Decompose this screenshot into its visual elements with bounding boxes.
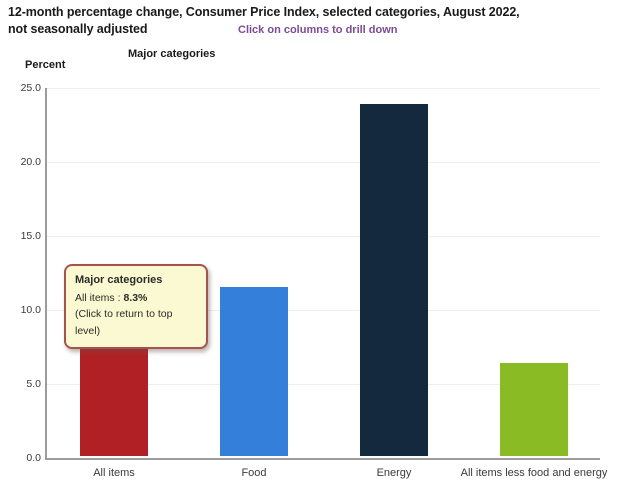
plot-area: All items Food Energy All items less food a… (45, 88, 607, 479)
tooltip-item-value: All items : 8.3% (75, 290, 197, 307)
x-axis-category-label: Energy (376, 467, 412, 479)
drilldown-tooltip[interactable]: Major categories All items : 8.3% (Click… (64, 264, 208, 349)
y-axis-tick-label: 10.0 (20, 304, 41, 316)
group-label: Major categories (128, 48, 216, 60)
y-axis-title: Percent (25, 59, 66, 71)
y-axis-tick-label: 15.0 (20, 230, 41, 242)
page-title-line2: not seasonally adjusted (8, 21, 148, 36)
tooltip-heading: Major categories (75, 274, 163, 286)
gridline (47, 88, 600, 89)
y-axis-tick-label: 0.0 (26, 452, 41, 464)
tooltip-note: (Click to return to top level) (75, 308, 173, 338)
y-axis-tick-label: 25.0 (20, 82, 41, 94)
page-title: 12-month percentage change, Consumer Pri… (8, 4, 608, 37)
gridline (47, 310, 600, 311)
bar-all-items[interactable] (80, 333, 148, 456)
y-axis-tick-label: 5.0 (26, 378, 41, 390)
gridline (47, 162, 600, 163)
x-axis-line (45, 458, 600, 460)
bar-food[interactable] (220, 287, 288, 456)
y-axis-tick-label: 20.0 (20, 156, 41, 168)
x-axis-category-label: All items (93, 467, 135, 479)
gridline (47, 384, 600, 385)
y-axis-line (45, 88, 47, 460)
gridline (47, 236, 600, 237)
x-axis-category-label: Food (241, 467, 267, 479)
tooltip-value: 8.3% (123, 291, 148, 304)
x-axis-category-label: All items less food and energy (460, 467, 608, 479)
bar-all-items-less-food-and-energy[interactable] (500, 362, 568, 456)
bar-energy[interactable] (360, 103, 428, 456)
tooltip-item-label: All items : (75, 291, 124, 304)
page-title-line1: 12-month percentage change, Consumer Pri… (8, 5, 520, 19)
drilldown-hint: Click on columns to drill down (238, 24, 398, 36)
